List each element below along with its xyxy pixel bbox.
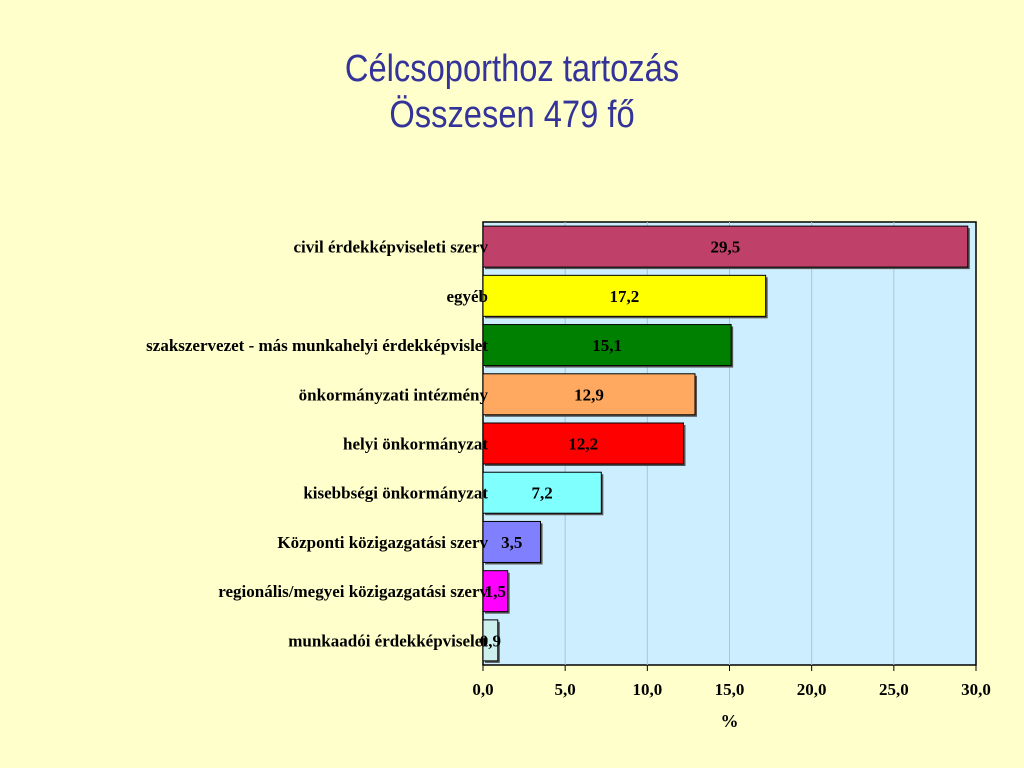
category-labels: civil érdekképviseleti szerv egyéb szaksze…: [146, 238, 488, 651]
value-label: 7,2: [532, 484, 553, 503]
value-label: 1,5: [485, 582, 506, 601]
x-tick-label: 5,0: [555, 680, 576, 699]
bar: [482, 274, 767, 317]
value-label: 29,5: [711, 238, 741, 257]
category-label: munkaadói érdekképviselet: [288, 631, 488, 650]
x-tick-label: 0,0: [472, 680, 493, 699]
chart-title: Célcsoporthoz tartozás Összesen 479 fő: [72, 46, 953, 138]
x-tick-label: 30,0: [961, 680, 991, 699]
category-label: civil érdekképviseleti szerv: [293, 238, 488, 257]
category-label: Központi közigazgatási szerv: [277, 533, 488, 552]
bar: [482, 471, 602, 514]
x-tick-label: 15,0: [715, 680, 745, 699]
value-label: 0,9: [480, 631, 501, 650]
bar: [482, 225, 969, 268]
x-tick-label: 25,0: [879, 680, 909, 699]
value-label: 12,9: [574, 385, 604, 404]
category-label: szakszervezet - más munkahelyi érdekképv…: [146, 336, 488, 355]
x-tick-label: 20,0: [797, 680, 827, 699]
bar: [482, 570, 509, 613]
value-labels: 29,5 17,2 15,1 12,9 12,2 7,2 3,5 1,5 0,9: [480, 238, 740, 651]
value-label: 3,5: [501, 533, 522, 552]
x-axis-title: %: [721, 711, 739, 731]
value-label: 17,2: [609, 287, 639, 306]
category-label: helyi önkormányzat: [343, 435, 488, 454]
value-label: 15,1: [592, 336, 622, 355]
bar: [482, 373, 696, 416]
category-label: kisebbségi önkormányzat: [303, 484, 488, 503]
x-tick-label: 10,0: [632, 680, 662, 699]
bar: [482, 619, 499, 662]
chart-title-line1: Célcsoporthoz tartozás: [344, 48, 680, 90]
bar: [482, 324, 732, 367]
category-label: önkormányzati intézmény: [299, 385, 489, 404]
bar: [482, 422, 684, 465]
bars: [482, 225, 970, 663]
bar: [482, 520, 542, 563]
x-axis-ticks: 0,0 5,0 10,0 15,0 20,0 25,0 30,0: [472, 665, 991, 699]
value-label: 12,2: [568, 435, 598, 454]
category-label: regionális/megyei közigazgatási szerv: [218, 582, 488, 601]
chart-title-line2: Összesen 479 fő: [389, 94, 635, 136]
category-label: egyéb: [446, 287, 488, 306]
